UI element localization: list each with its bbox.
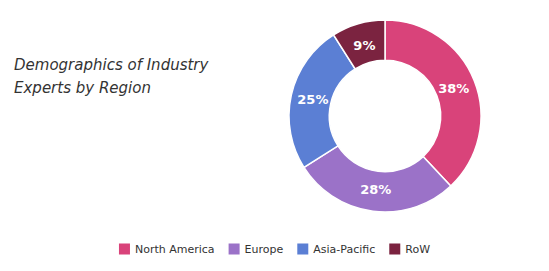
chart-container: Demographics of Industry Experts by Regio… xyxy=(0,0,549,271)
data-label: 9% xyxy=(353,38,375,53)
legend-item: Europe xyxy=(229,243,284,256)
slice xyxy=(385,20,481,186)
legend-swatch xyxy=(389,244,400,255)
legend-swatch xyxy=(119,244,130,255)
legend-item: Asia-Pacific xyxy=(297,243,375,256)
title: Demographics of Industry Experts by Regio… xyxy=(14,56,210,97)
data-label: 25% xyxy=(297,92,328,107)
title-line: Demographics of Industry xyxy=(14,56,210,74)
title-line: Experts by Region xyxy=(14,79,151,97)
slices xyxy=(289,20,481,212)
data-label: 28% xyxy=(360,182,391,197)
legend-label: Asia-Pacific xyxy=(313,243,375,256)
legend-item: North America xyxy=(119,243,215,256)
data-labels: 38% 28% 25% 9% xyxy=(297,38,469,197)
data-label: 38% xyxy=(438,81,469,96)
slice xyxy=(304,146,451,212)
legend-swatch xyxy=(229,244,240,255)
chart-svg: Demographics of Industry Experts by Regio… xyxy=(0,0,549,271)
slice xyxy=(334,20,385,69)
legend-label: RoW xyxy=(405,243,430,256)
legend-label: Europe xyxy=(245,243,284,256)
legend-item: RoW xyxy=(389,243,430,256)
legend: North America Europe Asia-Pacific RoW xyxy=(119,243,430,256)
legend-label: North America xyxy=(135,243,215,256)
legend-swatch xyxy=(297,244,308,255)
slice xyxy=(289,35,355,167)
